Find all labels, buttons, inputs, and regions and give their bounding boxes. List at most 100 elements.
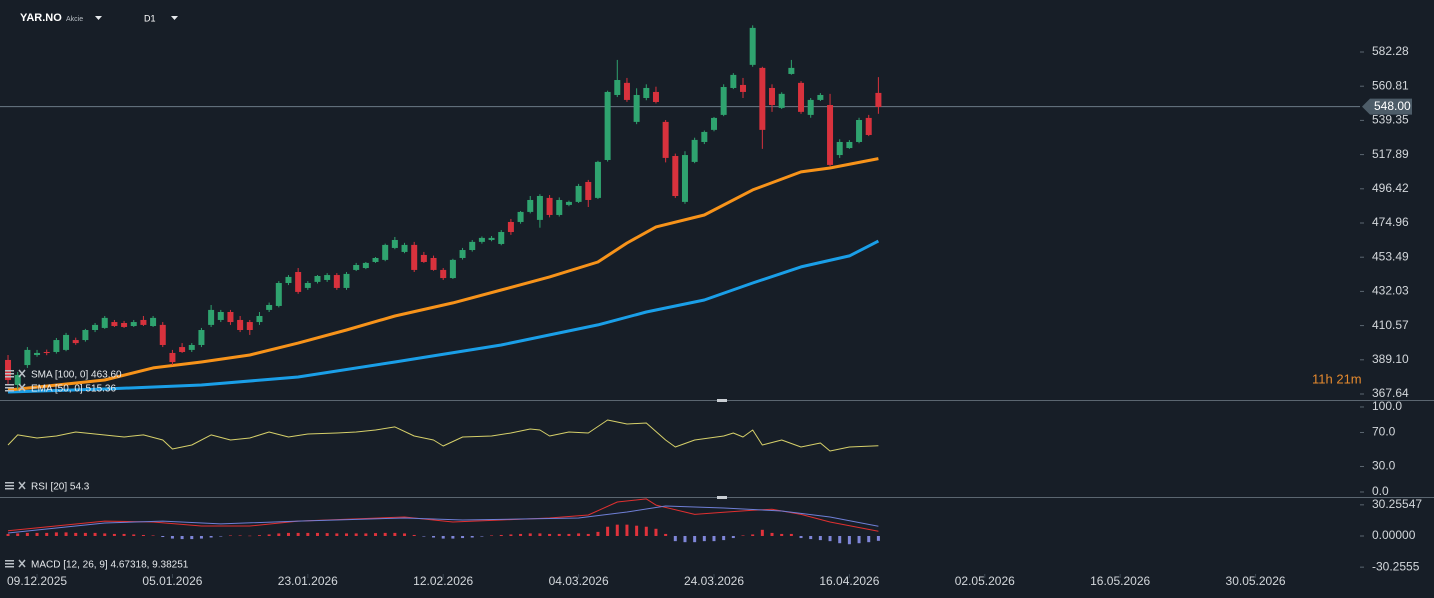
histogram-bar [238,535,242,536]
candle-body [92,324,99,331]
candle-body [314,275,321,282]
histogram-bar [296,532,300,536]
y-tick-label: 560.81 [1372,78,1409,92]
x-tick-label: 30.05.2026 [1226,574,1286,588]
y-tick-label: 539.35 [1372,113,1409,127]
timeframe[interactable]: D1 [144,13,156,23]
candle-body [507,221,514,233]
histogram-bar [54,532,58,536]
histogram-bar [615,524,619,536]
histogram-bar [847,535,851,545]
resize-handle[interactable] [717,496,727,499]
histogram-bar [480,535,484,537]
candle-body [333,275,340,288]
y-tick-label: 100.0 [1372,399,1402,413]
histogram-bar [770,532,774,536]
histogram-bar [499,534,503,536]
histogram-bar [828,535,832,542]
histogram-bar [577,533,581,536]
histogram-bar [209,535,213,538]
histogram-bar [606,526,610,536]
histogram-bar [151,535,155,536]
candle-body [324,275,331,280]
candle-body [5,359,12,381]
histogram-bar [538,533,542,536]
histogram-bar [267,534,271,536]
candle-body [246,322,253,331]
histogram-bar [422,535,426,537]
indicator-line [7,498,879,532]
candle-body [865,117,872,135]
indicator-line [7,239,880,394]
histogram-bar [412,534,416,536]
candle-body [179,347,186,352]
histogram-bar [345,533,349,536]
histogram-bar [664,533,668,536]
histogram-bar [161,535,165,538]
y-tick-label: 432.03 [1372,284,1409,298]
histogram-bar [35,532,39,536]
candle-body [420,254,427,262]
histogram-bar [519,533,523,536]
candle-body [556,199,563,215]
histogram-bar [557,533,561,536]
histogram-bar [751,534,755,536]
candle-body [517,211,524,222]
legend-icons[interactable] [5,369,26,568]
candle-body [401,244,408,252]
candle-body [875,92,882,107]
histogram-bar [683,535,687,543]
histogram-bar [490,535,494,536]
histogram-bar [625,524,629,536]
histogram-bar [180,535,184,540]
histogram-bar [461,535,465,539]
candle-body [817,94,824,100]
indicator-line [7,419,879,452]
y-tick-label: 30.0 [1372,459,1396,473]
dropdown-arrow[interactable] [171,16,178,20]
legend-entry: MACD [12, 26, 9] 4.67318, 9.38251 [31,560,189,571]
y-tick-label: 70.0 [1372,425,1396,439]
histogram-bar [741,535,745,536]
candle-body [623,82,630,100]
y-tick-label: 474.96 [1372,215,1409,229]
last-price-label: 548.00 [1374,99,1411,113]
symbol[interactable]: YAR.NO [20,12,62,24]
histogram-bar [432,535,436,538]
candle-body [710,117,717,130]
candle-body [527,199,534,212]
candle-body [536,196,543,220]
histogram-bar [335,533,339,536]
candle-body [672,156,679,197]
y-tick-label: 30.25547 [1372,497,1422,511]
histogram-bar [277,533,281,536]
histogram-bar [315,532,319,536]
histogram-bar [393,532,397,536]
x-tick-label: 02.05.2026 [955,574,1015,588]
histogram-bar [509,534,513,536]
countdown: 11h 21m [1312,371,1362,386]
resize-handle[interactable] [717,399,727,402]
y-tick-label: 453.49 [1372,249,1409,263]
histogram-bar [248,535,252,537]
y-tick-label: 410.57 [1372,318,1409,332]
candle-body [353,264,360,270]
candle-body [121,322,128,327]
candle-body [304,282,311,288]
dropdown-arrow[interactable] [95,16,102,20]
histogram-bar [548,533,552,536]
histogram-bar [470,535,474,538]
histogram-bar [867,535,871,543]
histogram-bar [567,533,571,536]
histogram-bar [6,533,10,536]
histogram-bar [383,532,387,536]
candle-body [604,91,611,160]
candle-body [469,241,476,251]
candle-body [846,141,853,149]
x-tick-label: 05.01.2026 [142,574,202,588]
histogram-bar [818,535,822,541]
histogram-bar [712,535,716,542]
histogram-bar [799,535,803,539]
candle-body [63,334,70,350]
main-panel [0,25,1360,394]
